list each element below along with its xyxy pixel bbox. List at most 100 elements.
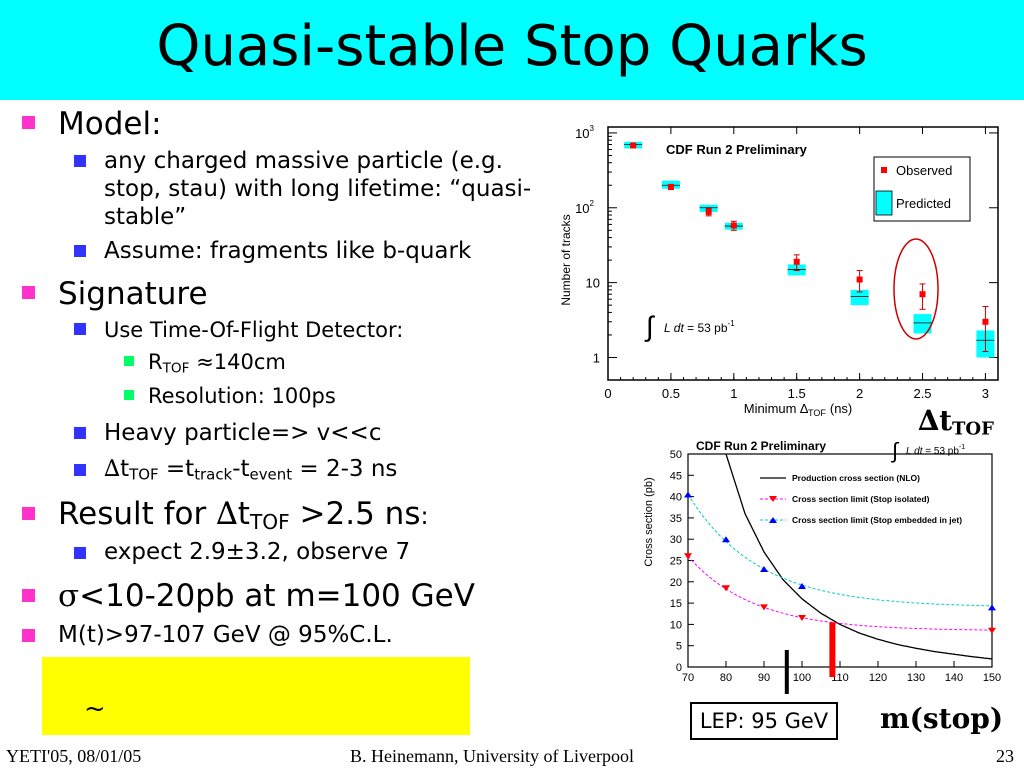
y-tick-label: 102: [575, 199, 594, 216]
luminosity-label: L dt = 53 pb-1: [664, 319, 735, 335]
slide-title: Quasi-stable Stop Quarks: [156, 14, 868, 79]
x-tick-label: 140: [945, 672, 963, 684]
y-tick-label: 0: [676, 662, 682, 674]
bullet-resolution: Resolution: 100ps: [148, 384, 336, 408]
footer-left: YETI'05, 08/01/05: [6, 746, 142, 766]
bullet-marker: [124, 356, 134, 366]
x-axis-label: Minimum ∆TOF (ns): [744, 401, 853, 418]
legend-observed-label: Observed: [896, 163, 952, 178]
chart-title: CDF Run 2 Preliminary: [696, 439, 826, 453]
observed-point: [667, 183, 674, 190]
bullet-model-sub1-line3: stable”: [104, 204, 187, 230]
observed-point: [982, 318, 989, 325]
bullet-result: Result for ∆tTOF >2.5 ns:: [58, 496, 429, 535]
mstop-label: m(stop): [880, 702, 1004, 735]
jet-limit-point: [722, 536, 730, 543]
jet-limit-point: [988, 604, 996, 611]
bullet-heavy: Heavy particle=> v<<c: [104, 420, 382, 446]
x-tick-label: 80: [720, 672, 732, 684]
x-tick-label: 1: [730, 386, 737, 401]
x-tick-label: 2.5: [913, 386, 931, 401]
y-tick-label: 103: [575, 124, 594, 141]
bullet-marker: [22, 507, 35, 520]
predicted-box: [850, 289, 869, 306]
y-axis-label: Cross section (pb): [643, 477, 655, 566]
observed-point: [630, 142, 637, 149]
bullet-marker: [22, 629, 35, 642]
x-tick-label: 3: [982, 386, 989, 401]
bullet-dt: ∆tTOF =ttrack-tevent = 2-3 ns: [104, 456, 398, 484]
jet-limit-point: [798, 583, 806, 590]
y-tick-label: 15: [670, 598, 682, 610]
legend-observed-marker: [881, 167, 887, 173]
bullet-sigma: σ<10-20pb at m=100 GeV: [58, 578, 475, 614]
bullet-rtof: RTOF ≈140cm: [148, 350, 286, 377]
x-tick-label: 70: [682, 672, 694, 684]
jet-limit-point: [760, 566, 768, 573]
legend-isolated-label: Cross section limit (Stop isolated): [792, 494, 930, 504]
lep-limit-box: LEP: 95 GeV: [690, 702, 838, 740]
bullet-model-sub1-line2: stop, stau) with long lifetime: “quasi-: [104, 176, 532, 202]
legend-jet-label: Cross section limit (Stop embedded in je…: [792, 515, 962, 525]
nlo-curve: [725, 453, 993, 660]
isolated-limit-point: [988, 627, 996, 634]
isolated-limit-point: [722, 585, 730, 592]
y-tick-label: 10: [586, 276, 600, 291]
bullet-signature: Signature: [58, 276, 208, 312]
isolated-limit-point: [760, 604, 768, 611]
bullet-marker: [22, 589, 35, 602]
x-tick-label: 0.5: [662, 386, 680, 401]
x-tick-label: 120: [869, 672, 887, 684]
y-tick-label: 10: [670, 619, 682, 631]
luminosity-integral: ∫: [644, 311, 656, 342]
y-tick-label: 5: [676, 641, 682, 653]
jet-limit-curve: [687, 494, 993, 607]
bullet-mass-limit: M(t)>97-107 GeV @ 95%C.L.: [58, 622, 393, 648]
x-tick-label: 100: [793, 672, 811, 684]
y-tick-label: 45: [670, 470, 682, 482]
cross-section-chart: 70 80 90 100 110 120 130 140 150 0 5 10 15 20 25 30 35 40…: [643, 438, 1001, 694]
bullet-model-sub1-line1: any charged massive particle (e.g.: [104, 148, 503, 174]
highlight-box-text: ~: [84, 694, 106, 724]
x-tick-label: 90: [758, 672, 770, 684]
footer-page-number: 23: [996, 746, 1014, 766]
observed-point: [919, 291, 926, 298]
legend-isolated-marker: [769, 496, 777, 502]
bullet-marker: [74, 245, 86, 257]
x-tick-label: 0: [604, 386, 611, 401]
bullet-marker: [74, 547, 86, 559]
y-tick-label: 1: [593, 350, 600, 365]
observed-point: [856, 276, 863, 283]
x-tick-label: 130: [907, 672, 925, 684]
y-tick-label: 25: [670, 556, 682, 568]
observed-point: [705, 208, 712, 215]
bullet-marker: [74, 323, 86, 335]
title-bar: Quasi-stable Stop Quarks: [0, 0, 1024, 100]
bullet-marker: [74, 155, 86, 167]
bullet-marker: [74, 464, 86, 476]
footer-center: B. Heinemann, University of Liverpool: [350, 746, 634, 766]
isolated-limit-point: [684, 553, 692, 560]
legend-predicted-label: Predicted: [896, 196, 951, 211]
dtof-annotation: ∆tTOF: [918, 404, 994, 440]
bullet-sig-sub1: Use Time-Of-Flight Detector:: [104, 318, 404, 342]
bullet-marker: [22, 116, 35, 129]
observed-point: [730, 222, 737, 229]
plot-frame: [687, 453, 993, 668]
x-tick-label: 150: [983, 672, 1001, 684]
y-tick-label: 40: [670, 492, 682, 504]
x-tick-label: 2: [856, 386, 863, 401]
legend-predicted-marker: [875, 190, 893, 216]
observed-point: [793, 258, 800, 265]
bullet-expect: expect 2.9±3.2, observe 7: [104, 539, 411, 565]
jet-limit-point: [684, 491, 692, 498]
legend-jet-marker: [769, 517, 777, 523]
y-tick-label: 50: [670, 449, 682, 461]
y-tick-label: 30: [670, 534, 682, 546]
isolated-limit-point: [798, 615, 806, 622]
bullet-marker: [124, 390, 134, 400]
mass-limit-marker: [829, 622, 836, 677]
y-tick-label: 35: [670, 513, 682, 525]
x-tick-label: 110: [831, 672, 849, 684]
